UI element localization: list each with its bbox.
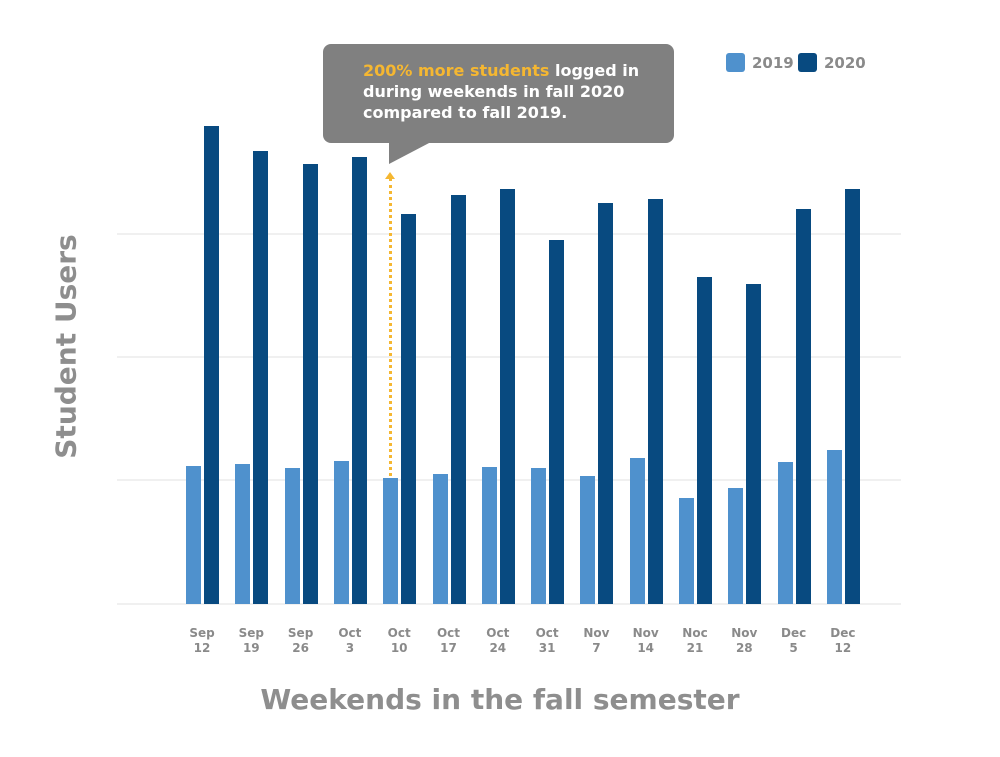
x-tick-label: Oct 17 xyxy=(436,626,461,655)
x-tick-label: Oct 10 xyxy=(387,626,411,655)
bar-2019 xyxy=(826,450,842,604)
bar-2019 xyxy=(728,488,744,604)
bar-2020 xyxy=(253,151,269,604)
legend-swatch-2020 xyxy=(798,53,817,72)
annotation-highlight: 200% more students xyxy=(363,61,550,80)
baseline xyxy=(117,603,901,605)
bar-2019 xyxy=(629,458,645,604)
bar-2019 xyxy=(580,476,596,604)
bar-2020 xyxy=(351,157,367,604)
x-tick-label: Sep 19 xyxy=(238,626,264,655)
annotation-arrow xyxy=(389,178,392,476)
bar-2020 xyxy=(598,203,614,604)
bar-2019 xyxy=(284,468,300,604)
bar-2019 xyxy=(481,467,497,604)
bar-2019 xyxy=(531,468,547,604)
x-tick-label: Nov 28 xyxy=(731,626,758,655)
x-tick-label: Sep 26 xyxy=(287,626,314,655)
bar-2020 xyxy=(204,126,219,604)
x-tick-label: Nov 14 xyxy=(632,626,659,655)
x-tick-label: Nov 7 xyxy=(583,626,610,655)
annotation-callout xyxy=(323,44,674,143)
legend-label-2019: 2019 xyxy=(752,54,794,72)
bar-2020 xyxy=(450,195,466,604)
x-tick-label: Oct 3 xyxy=(338,626,362,655)
bar-2020 xyxy=(549,240,565,604)
x-tick-label: Oct 31 xyxy=(535,626,559,655)
bar-2019 xyxy=(777,462,793,604)
legend-swatch-2019 xyxy=(726,53,745,72)
x-tick-label: Dec 12 xyxy=(830,626,856,655)
bar-2019 xyxy=(333,461,349,604)
bar-2020 xyxy=(697,277,712,604)
x-axis-title: Weekends in the fall semester xyxy=(260,683,740,716)
callout-tail xyxy=(389,142,431,164)
x-tick-label: Noc 21 xyxy=(682,626,708,655)
bar-2020 xyxy=(795,209,811,604)
bar-2020 xyxy=(401,214,417,604)
arrow-head-icon xyxy=(385,172,395,179)
x-tick-label: Sep 12 xyxy=(189,626,215,655)
annotation-text: 200% more students logged in during week… xyxy=(363,61,640,122)
bar-2019 xyxy=(679,498,694,604)
bar-2020 xyxy=(302,164,318,604)
bar-2019 xyxy=(235,464,251,604)
legend-label-2020: 2020 xyxy=(824,54,866,72)
bar-2019 xyxy=(186,466,201,604)
bar-2020 xyxy=(746,284,762,604)
x-tick-label: Dec 5 xyxy=(780,626,807,655)
x-tick-label: Oct 24 xyxy=(486,626,510,655)
bar-2019 xyxy=(432,474,448,604)
bar-2019 xyxy=(383,478,399,604)
bar-2020 xyxy=(647,199,663,604)
bar-2020 xyxy=(844,189,860,604)
y-axis-title: Student Users xyxy=(49,234,83,459)
bar-2020 xyxy=(499,189,515,604)
